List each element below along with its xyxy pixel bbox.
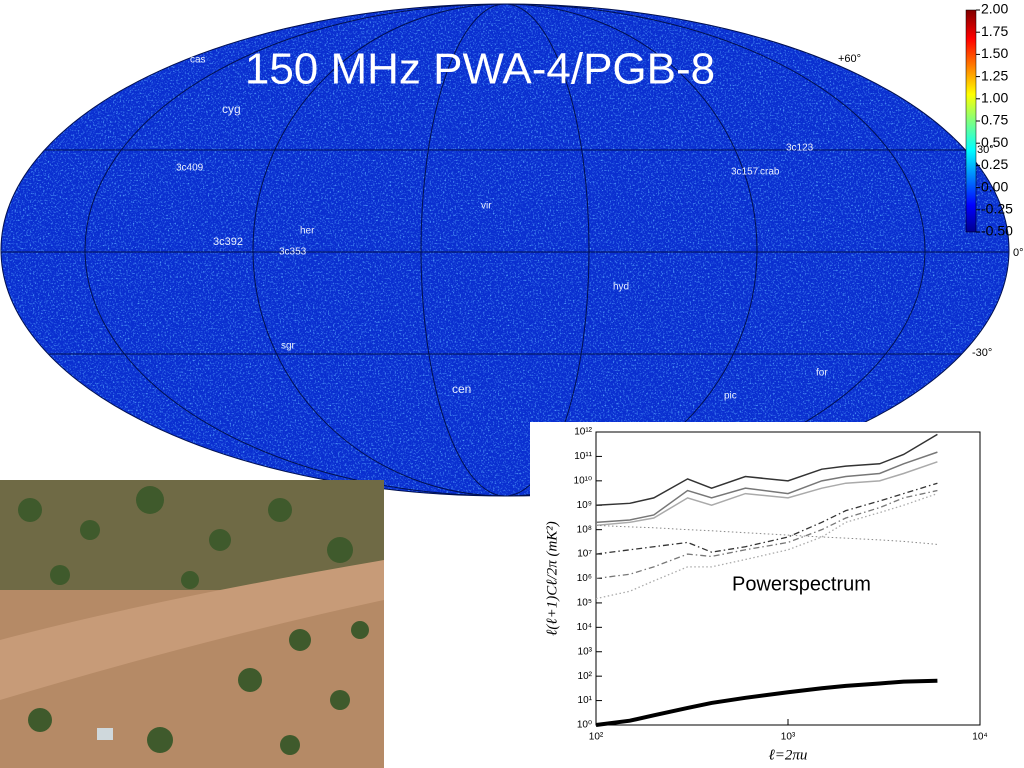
colorbar-tick-label: -0.25	[981, 201, 1013, 217]
y-tick-label: 10¹	[578, 695, 593, 706]
annotation: Powerspectrum	[732, 573, 871, 595]
colorbar-tick-label: 1.50	[981, 45, 1008, 61]
series-line	[595, 433, 938, 506]
source-label: cen	[452, 382, 471, 396]
y-tick-label: 10⁹	[577, 500, 592, 511]
colorbar-tick-label: 0.75	[981, 112, 1008, 128]
series-line	[595, 461, 938, 527]
colorbar-tick-label: 0.50	[981, 134, 1008, 150]
source-label: vir	[481, 201, 492, 212]
source-label: pic	[724, 391, 737, 402]
source-label: 3c123	[786, 143, 814, 154]
source-label: crab	[760, 167, 780, 178]
x-tick-label: 10⁴	[972, 732, 987, 743]
grid-label: 30°	[977, 144, 994, 156]
x-tick-label: 10³	[781, 732, 796, 743]
colorbar-tick-label: 0.00	[981, 178, 1008, 194]
grid-label: 0°	[1013, 247, 1024, 259]
y-tick-label: 10⁸	[577, 524, 592, 535]
source-label: her	[300, 226, 315, 237]
y-tick-label: 10⁷	[577, 549, 592, 560]
y-tick-label: 10⁴	[577, 622, 592, 633]
source-label: sgr	[281, 341, 296, 352]
y-tick-label: 10⁰	[577, 720, 592, 731]
y-tick-label: 10¹²	[574, 427, 592, 438]
y-tick-label: 10²	[578, 671, 593, 682]
slide-title: 150 MHz PWA-4/PGB-8	[245, 45, 715, 94]
y-tick-label: 10¹⁰	[574, 475, 592, 486]
grid-label: -30°	[972, 347, 992, 359]
source-label: 3c353	[279, 247, 307, 258]
y-tick-label: 10⁶	[577, 573, 592, 584]
colorbar: 2.00 1.75 1.50 1.25 1.00 0.75 0.50 0.25 0.00 -0.2…	[965, 1, 1013, 239]
colorbar-tick-label: 1.75	[981, 23, 1008, 39]
colorbar-tick-label: 2.00	[981, 1, 1008, 17]
y-tick-label: 10⁵	[577, 598, 592, 609]
source-label: hyd	[613, 282, 629, 293]
colorbar-tick-label: -0.50	[981, 223, 1013, 239]
x-tick-label: 10²	[589, 732, 604, 743]
series-line	[595, 451, 938, 524]
series-line	[595, 482, 938, 555]
x-axis-label: ℓ=2πu	[769, 747, 808, 763]
sky-map: cas cyg 3c409 her 3c392 3c353 vir 3c157 …	[0, 3, 1024, 497]
y-tick-label: 10¹¹	[574, 451, 592, 462]
grid-label: +60°	[838, 53, 861, 65]
source-label: 3c157	[731, 167, 759, 178]
series-line	[595, 678, 938, 727]
y-axis-label: ℓ(ℓ+1)Cℓ/2π (mK²)	[544, 521, 560, 636]
colorbar-tick-label: 0.25	[981, 156, 1008, 172]
source-label: 3c409	[176, 163, 204, 174]
source-label: 3c392	[213, 236, 243, 248]
y-tick-label: 10³	[578, 646, 593, 657]
source-label: cyg	[222, 102, 241, 116]
power-spectrum: 10² 10³ 10⁴ 10⁰ 10¹ 10² 10³ 10⁴ 10⁵ 10⁶ 10⁷ 10⁸ 10⁹ 1…	[544, 427, 987, 764]
source-label: for	[816, 368, 828, 379]
series-line	[595, 492, 938, 600]
series-line	[595, 489, 938, 580]
colorbar-tick-label: 1.00	[981, 90, 1008, 106]
photo	[0, 480, 384, 768]
source-label: cas	[190, 55, 206, 66]
colorbar-tick-label: 1.25	[981, 67, 1008, 83]
